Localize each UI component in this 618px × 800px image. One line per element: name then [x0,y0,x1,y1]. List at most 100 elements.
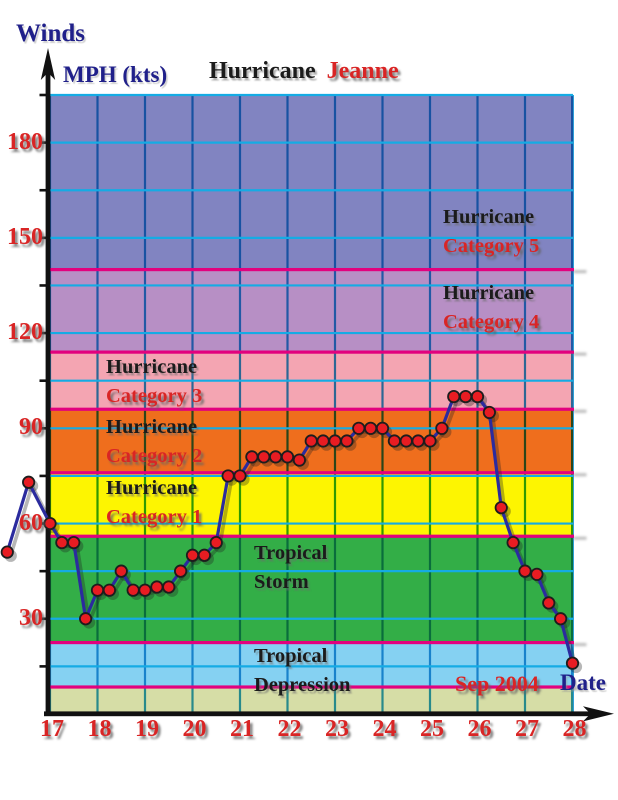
data-point-day-17.25 [55,535,69,550]
y-tick-label: 30 [19,604,43,631]
y-tick [39,141,48,144]
data-point-day-17 [43,516,57,531]
chart-title-word: Hurricane [209,58,316,84]
y-tick [39,284,48,287]
chart-title: Hurricane Jeanne [209,58,399,84]
y-tick [39,331,48,335]
band-label-line: Storm [254,570,309,593]
data-point-day-27.75 [554,612,568,626]
band-boundary-line [48,640,574,645]
y-tick [39,379,48,382]
x-tick-label: 18 [87,716,112,742]
band-label-line: Hurricane [106,477,198,499]
y-tick [39,93,48,97]
data-point-day-19.25 [150,580,164,594]
band-hurricane-category-4 [48,269,573,353]
data-point-day-21.25 [245,450,259,464]
y-tick-label: 90 [19,414,43,441]
data-point-day-27.5 [542,596,556,610]
x-tick-label: 17 [40,716,64,742]
data-point-day-22.75 [316,434,330,448]
y-tick [39,236,48,240]
band-label-line: Category 5 [443,234,540,257]
band-boundary-line [48,407,574,411]
y-tick-label: 120 [7,319,43,346]
band-label-line: Tropical [254,542,328,564]
x-tick-label: 25 [420,716,444,742]
band-label-line: Hurricane [443,206,535,228]
y-tick-label: 60 [19,509,43,536]
band-label-line: Tropical [254,645,328,667]
y-tick [39,474,48,478]
data-point-day-21 [233,469,247,483]
band-label-hurricane-category-1: Hurricane Category 1 [106,474,202,531]
data-point-day-25.25 [435,421,449,435]
band-label-tropical-storm: Tropical Storm [254,539,327,596]
band-boundary-line [48,534,574,538]
band-label-tropical-depression: Tropical Depression [254,642,350,699]
data-point-day-18.75 [126,583,140,597]
data-point-day-23.25 [340,434,354,448]
data-point-day-22.25 [292,453,306,467]
data-point-day-24.5 [399,434,413,448]
x-axis-line [44,711,597,717]
data-point-day-25 [423,434,437,448]
boundary-shadow [573,687,587,691]
data-point-day-25.5 [447,389,461,404]
boundary-shadow [573,352,587,356]
data-point-day-25.75 [459,389,473,404]
data-point-day-18.25 [102,583,116,597]
data-point-day-22.5 [304,434,318,448]
band-below-depression [48,687,573,714]
data-point-day-16.1 [0,545,14,559]
x-tick-label: 24 [372,716,397,742]
data-point-day-17.75 [79,612,93,626]
x-tick-label: 27 [515,716,539,742]
y-tick [39,427,48,430]
band-label-hurricane-category-4: Hurricane Category 4 [443,279,539,336]
data-point-day-23.5 [352,421,366,435]
band-boundary-line [48,267,574,272]
y-tick [39,617,48,621]
boundary-shadow [573,473,587,477]
y-tick [39,569,48,573]
storm-name: Jeanne [326,58,399,84]
data-point-day-26.5 [494,501,508,515]
y-axis-title: Winds [16,20,86,47]
boundary-shadow [573,642,587,647]
data-point-day-27.25 [530,567,544,581]
data-point-day-21.5 [257,450,271,464]
band-boundary-line [48,471,574,475]
band-tropical-depression [48,642,573,688]
band-label-hurricane-category-3: Hurricane Category 3 [106,353,202,410]
data-point-day-23 [328,434,342,448]
y-tick [39,188,48,192]
x-tick-label: 19 [135,716,159,742]
data-point-day-19.75 [174,564,188,578]
data-point-day-26 [470,389,485,404]
data-point-day-26.25 [482,405,496,420]
period-label: Sep 2004 [455,671,539,696]
band-hurricane-category-5 [48,95,573,270]
band-boundary-line [48,350,574,354]
x-axis-arrow-icon [583,706,614,722]
band-label-line: Hurricane [106,416,198,438]
band-label-line: Hurricane [106,356,198,378]
y-axis-line [45,66,51,716]
data-point-day-28 [565,656,580,670]
y-tick [39,665,48,668]
data-point-day-17.5 [67,535,81,550]
x-tick-label: 20 [182,716,207,742]
boundary-shadow [573,269,587,274]
band-label-line: Category 3 [106,384,203,407]
data-point-day-21.75 [269,450,283,464]
data-point-day-20.75 [221,469,235,483]
data-point-day-26.75 [506,535,520,550]
band-label-hurricane-category-5: Hurricane Category 5 [443,203,539,260]
band-boundary-line [48,685,574,689]
band-hurricane-category-1 [48,472,573,537]
band-label-line: Depression [254,673,351,696]
data-point-day-19.5 [162,580,176,594]
